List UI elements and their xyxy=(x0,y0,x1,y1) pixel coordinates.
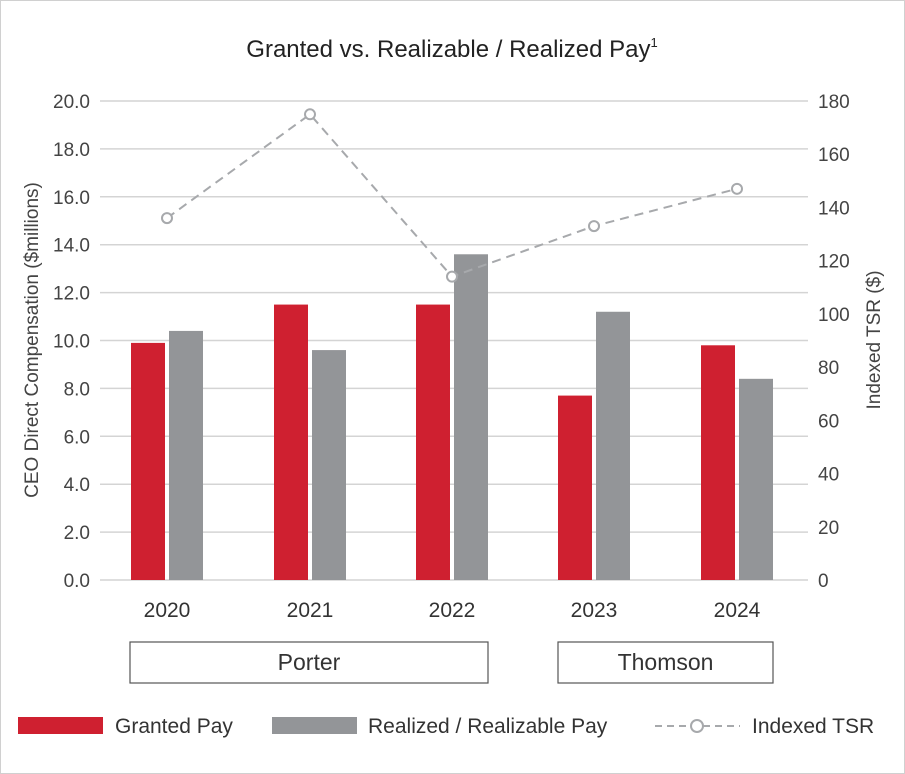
category-label: 2023 xyxy=(571,599,618,622)
left-tick-label: 18.0 xyxy=(53,140,90,161)
group-label: Porter xyxy=(278,649,341,675)
bar-granted-pay xyxy=(274,304,308,580)
category-labels: 2020 2021 2022 2023 2024 xyxy=(144,599,761,622)
left-tick-label: 20.0 xyxy=(53,92,90,113)
bar-realized-pay xyxy=(596,311,630,580)
right-tick-label: 120 xyxy=(818,252,850,273)
right-tick-label: 40 xyxy=(818,465,839,486)
left-tick-label: 2.0 xyxy=(64,523,90,544)
tsr-point xyxy=(446,270,458,283)
right-tick-label: 60 xyxy=(818,411,839,432)
left-tick-label: 12.0 xyxy=(53,284,90,305)
gridlines xyxy=(100,100,808,581)
bars xyxy=(131,254,773,580)
right-axis-label: Indexed TSR ($) xyxy=(864,270,885,409)
left-tick-label: 0.0 xyxy=(64,571,90,592)
right-tick-label: 100 xyxy=(818,305,850,326)
legend-label-tsr: Indexed TSR xyxy=(752,715,874,738)
left-axis-label: CEO Direct Compensation ($millions) xyxy=(22,182,43,498)
tsr-point xyxy=(161,212,173,225)
left-tick-label: 4.0 xyxy=(64,475,90,496)
legend-label-granted: Granted Pay xyxy=(115,715,233,738)
left-axis-ticks: 0.0 2.0 4.0 6.0 8.0 10.0 12.0 14.0 16.0 18.0 20.0 xyxy=(53,92,90,592)
right-tick-label: 160 xyxy=(818,145,850,166)
left-tick-label: 16.0 xyxy=(53,188,90,209)
tsr-line-path xyxy=(166,112,738,278)
chart-title: Granted vs. Realizable / Realized Pay1 xyxy=(246,35,657,63)
bar-realized-pay xyxy=(312,350,346,580)
right-tick-label: 180 xyxy=(818,92,850,113)
right-tick-label: 140 xyxy=(818,198,850,219)
legend: Granted Pay Realized / Realizable Pay Inde… xyxy=(18,715,874,738)
legend-swatch-tsr-marker xyxy=(690,719,704,733)
left-tick-label: 10.0 xyxy=(53,332,90,353)
group-box xyxy=(557,641,774,684)
category-label: 2024 xyxy=(714,599,761,622)
category-label: 2022 xyxy=(429,599,476,622)
left-tick-label: 8.0 xyxy=(64,379,90,400)
bar-realized-pay xyxy=(454,254,488,580)
bar-realized-pay xyxy=(169,330,203,580)
legend-swatch-realized xyxy=(272,717,357,734)
right-tick-label: 80 xyxy=(818,358,839,379)
tsr-point xyxy=(304,108,316,121)
tsr-point xyxy=(731,182,743,195)
bar-granted-pay xyxy=(131,342,165,580)
right-axis-ticks: 0 20 40 60 80 100 120 140 160 180 xyxy=(818,92,850,592)
group-label: Thomson xyxy=(618,649,714,675)
group-box xyxy=(129,641,489,684)
ceo-groups: Porter Thomson xyxy=(129,641,774,684)
category-label: 2020 xyxy=(144,599,191,622)
right-tick-label: 20 xyxy=(818,518,839,539)
legend-swatch-granted xyxy=(18,717,103,734)
legend-label-realized: Realized / Realizable Pay xyxy=(368,715,608,738)
bar-realized-pay xyxy=(739,378,773,580)
bar-granted-pay xyxy=(701,345,735,580)
bar-granted-pay xyxy=(416,304,450,580)
bar-granted-pay xyxy=(558,395,592,580)
left-tick-label: 6.0 xyxy=(64,427,90,448)
tsr-point xyxy=(588,220,600,233)
tsr-line xyxy=(161,108,743,283)
category-label: 2021 xyxy=(287,599,334,622)
right-tick-label: 0 xyxy=(818,571,829,592)
left-tick-label: 14.0 xyxy=(53,236,90,257)
